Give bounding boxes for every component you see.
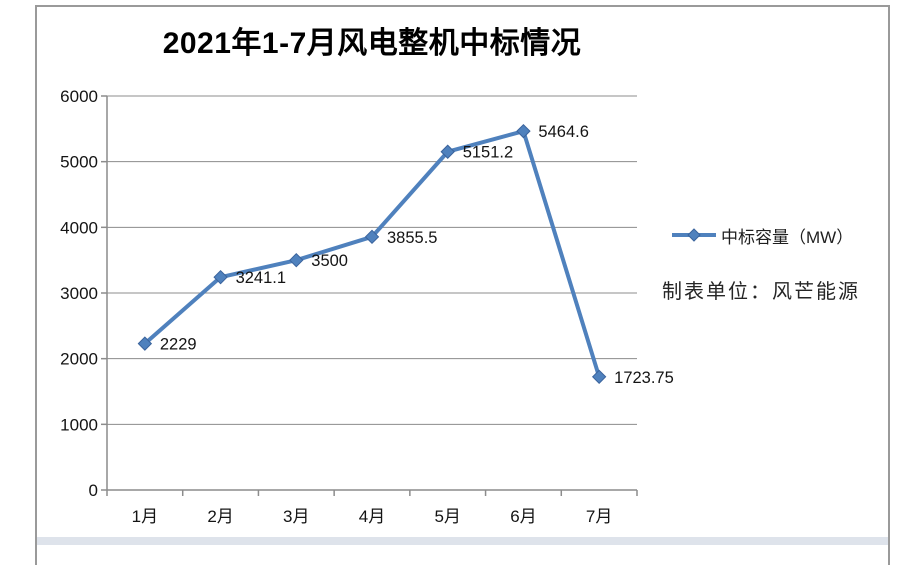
chart-container: 2021年1-7月风电整机中标情况 0 1000 2000 3000 4000 5000 6… xyxy=(35,5,890,565)
data-point-label: 2229 xyxy=(160,336,197,354)
data-point-label: 3241.1 xyxy=(236,269,286,287)
chart-title: 2021年1-7月风电整机中标情况 xyxy=(162,27,582,60)
data-point-marker xyxy=(516,123,531,139)
data-point-marker xyxy=(440,144,455,159)
y-tick-label: 2000 xyxy=(60,350,98,369)
legend-series-label: 中标容量（MW） xyxy=(721,227,854,247)
data-point-marker xyxy=(364,229,380,245)
x-tick-label: 5月 xyxy=(434,507,460,526)
data-point-marker xyxy=(289,252,304,268)
legend: 中标容量（MW） xyxy=(670,221,853,249)
line-chart-plot: 0 1000 2000 3000 4000 5000 6000 1月 2月 3月 4月 5月 6月 7月 2… xyxy=(60,87,674,526)
data-point-label: 1723.75 xyxy=(614,369,674,387)
y-tick-label: 5000 xyxy=(60,153,98,172)
data-point-marker xyxy=(137,336,153,351)
data-point-label: 5151.2 xyxy=(463,144,513,162)
legend-line-marker-icon xyxy=(672,228,716,242)
y-tick-label: 0 xyxy=(89,481,98,500)
x-tick-label: 4月 xyxy=(359,507,385,526)
chart-note: 制表单位：风芒能源 xyxy=(662,281,860,303)
x-tick-label: 3月 xyxy=(283,507,309,526)
data-point-label: 5464.6 xyxy=(538,123,588,141)
data-point-label: 3500 xyxy=(311,252,348,270)
data-point-marker xyxy=(213,269,228,285)
x-tick-label: 6月 xyxy=(510,507,536,526)
y-tick-label: 3000 xyxy=(60,284,98,303)
x-tick-label: 1月 xyxy=(132,507,158,526)
y-tick-label: 1000 xyxy=(60,415,98,434)
y-tick-label: 6000 xyxy=(60,87,98,106)
series-line xyxy=(142,129,602,379)
bottom-strip xyxy=(37,537,888,545)
data-point-label: 3855.5 xyxy=(387,229,437,247)
y-tick-label: 4000 xyxy=(60,218,98,237)
data-point-marker xyxy=(591,369,607,385)
x-tick-label: 2月 xyxy=(207,507,233,526)
x-tick-label: 7月 xyxy=(586,507,612,526)
page: { "chart_data": { "type": "line", "title… xyxy=(35,5,890,565)
